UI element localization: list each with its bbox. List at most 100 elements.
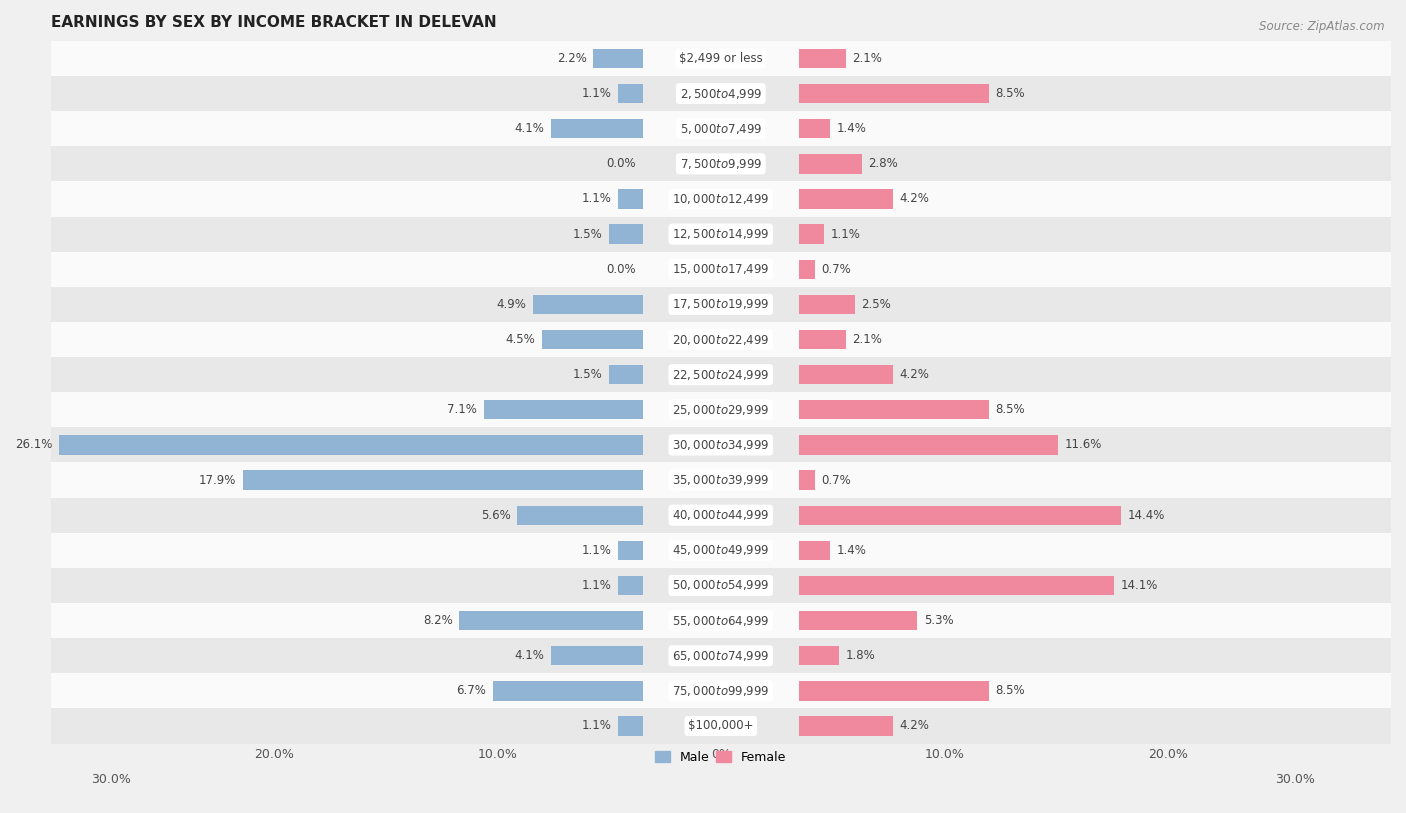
Text: $35,000 to $39,999: $35,000 to $39,999 <box>672 473 769 487</box>
Text: $7,500 to $9,999: $7,500 to $9,999 <box>679 157 762 171</box>
Bar <box>609 365 643 385</box>
Bar <box>619 189 643 209</box>
Bar <box>799 189 893 209</box>
Text: 7.1%: 7.1% <box>447 403 477 416</box>
Bar <box>51 357 1391 392</box>
Bar <box>799 259 814 279</box>
Bar <box>533 295 643 314</box>
Text: 2.1%: 2.1% <box>852 333 883 346</box>
Text: $65,000 to $74,999: $65,000 to $74,999 <box>672 649 769 663</box>
Text: $30,000 to $34,999: $30,000 to $34,999 <box>672 438 769 452</box>
Text: $55,000 to $64,999: $55,000 to $64,999 <box>672 614 769 628</box>
Bar <box>51 463 1391 498</box>
Bar <box>799 471 814 489</box>
Bar <box>593 49 643 68</box>
Text: 4.2%: 4.2% <box>900 720 929 733</box>
Bar <box>799 681 988 701</box>
Bar <box>799 84 988 103</box>
Text: $10,000 to $12,499: $10,000 to $12,499 <box>672 192 769 206</box>
Bar <box>51 181 1391 216</box>
Bar <box>51 638 1391 673</box>
Text: 5.6%: 5.6% <box>481 509 510 522</box>
Text: 1.4%: 1.4% <box>837 122 868 135</box>
Text: 30.0%: 30.0% <box>1275 773 1315 786</box>
Text: 1.1%: 1.1% <box>582 193 612 206</box>
Text: 26.1%: 26.1% <box>15 438 53 451</box>
Text: 0.0%: 0.0% <box>606 158 636 171</box>
Bar <box>799 49 846 68</box>
Text: 1.1%: 1.1% <box>582 544 612 557</box>
Text: 1.1%: 1.1% <box>582 720 612 733</box>
Bar <box>51 322 1391 357</box>
Bar <box>799 295 855 314</box>
Text: 0.7%: 0.7% <box>821 263 851 276</box>
Text: 30.0%: 30.0% <box>91 773 131 786</box>
Text: 14.4%: 14.4% <box>1128 509 1164 522</box>
Bar <box>799 576 1114 595</box>
Bar <box>551 119 643 138</box>
Text: 2.1%: 2.1% <box>852 52 883 65</box>
Bar <box>609 224 643 244</box>
Bar <box>799 541 831 560</box>
Text: 8.2%: 8.2% <box>423 614 453 627</box>
Text: Source: ZipAtlas.com: Source: ZipAtlas.com <box>1260 20 1385 33</box>
Bar <box>51 603 1391 638</box>
Text: $20,000 to $22,499: $20,000 to $22,499 <box>672 333 769 346</box>
Bar <box>51 111 1391 146</box>
Text: 1.5%: 1.5% <box>572 228 602 241</box>
Bar <box>59 435 643 454</box>
Bar <box>51 287 1391 322</box>
Bar <box>243 471 643 489</box>
Bar <box>494 681 643 701</box>
Text: $40,000 to $44,999: $40,000 to $44,999 <box>672 508 769 522</box>
Bar <box>799 154 862 173</box>
Bar <box>543 330 643 350</box>
Bar <box>460 611 643 630</box>
Bar <box>799 224 824 244</box>
Bar <box>51 76 1391 111</box>
Text: $12,500 to $14,999: $12,500 to $14,999 <box>672 227 769 241</box>
Text: $75,000 to $99,999: $75,000 to $99,999 <box>672 684 769 698</box>
Text: $5,000 to $7,499: $5,000 to $7,499 <box>679 122 762 136</box>
Text: 17.9%: 17.9% <box>198 473 236 486</box>
Bar <box>799 365 893 385</box>
Text: 0.7%: 0.7% <box>821 473 851 486</box>
Text: 4.1%: 4.1% <box>515 122 544 135</box>
Bar <box>619 576 643 595</box>
Text: $15,000 to $17,499: $15,000 to $17,499 <box>672 263 769 276</box>
Text: 1.8%: 1.8% <box>846 650 876 663</box>
Bar <box>517 506 643 525</box>
Text: 1.1%: 1.1% <box>831 228 860 241</box>
Text: $2,500 to $4,999: $2,500 to $4,999 <box>679 87 762 101</box>
Bar <box>799 400 988 420</box>
Bar <box>619 84 643 103</box>
Bar <box>51 216 1391 252</box>
Text: $22,500 to $24,999: $22,500 to $24,999 <box>672 367 769 381</box>
Text: 14.1%: 14.1% <box>1121 579 1159 592</box>
Bar <box>799 716 893 736</box>
Text: EARNINGS BY SEX BY INCOME BRACKET IN DELEVAN: EARNINGS BY SEX BY INCOME BRACKET IN DEL… <box>51 15 496 30</box>
Bar <box>51 568 1391 603</box>
Bar <box>799 330 846 350</box>
Bar <box>51 252 1391 287</box>
Text: 2.2%: 2.2% <box>557 52 586 65</box>
Text: 2.5%: 2.5% <box>862 298 891 311</box>
Bar <box>51 146 1391 181</box>
Bar <box>51 533 1391 568</box>
Text: 1.1%: 1.1% <box>582 579 612 592</box>
Bar <box>799 435 1059 454</box>
Text: $50,000 to $54,999: $50,000 to $54,999 <box>672 579 769 593</box>
Text: 1.5%: 1.5% <box>572 368 602 381</box>
Text: 4.2%: 4.2% <box>900 368 929 381</box>
Text: $45,000 to $49,999: $45,000 to $49,999 <box>672 543 769 558</box>
Text: 4.2%: 4.2% <box>900 193 929 206</box>
Text: $17,500 to $19,999: $17,500 to $19,999 <box>672 298 769 311</box>
Text: 4.1%: 4.1% <box>515 650 544 663</box>
Text: $25,000 to $29,999: $25,000 to $29,999 <box>672 402 769 417</box>
Text: 2.8%: 2.8% <box>869 158 898 171</box>
Bar <box>799 119 831 138</box>
Bar <box>619 716 643 736</box>
Bar <box>484 400 643 420</box>
Bar <box>799 646 839 665</box>
Bar <box>51 708 1391 744</box>
